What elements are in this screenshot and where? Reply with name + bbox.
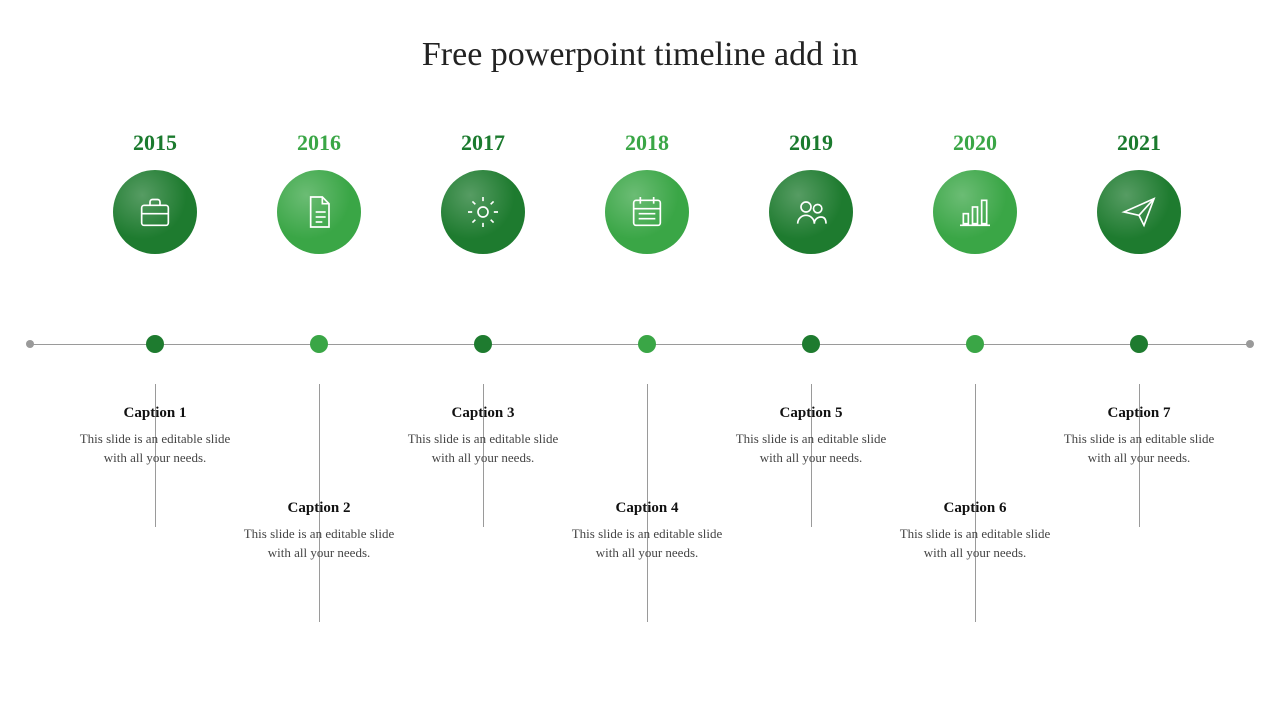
caption-title: Caption 6 — [895, 500, 1055, 517]
document-icon — [277, 170, 361, 254]
barchart-icon — [933, 170, 1017, 254]
axis-dot — [146, 335, 164, 353]
year-label: 2020 — [895, 130, 1055, 156]
timeline-node: 2021 — [1059, 130, 1219, 254]
calendar-icon — [605, 170, 689, 254]
year-label: 2021 — [1059, 130, 1219, 156]
caption-title: Caption 4 — [567, 500, 727, 517]
caption-block: Caption 6 This slide is an editable slide… — [895, 500, 1055, 563]
caption-desc: This slide is an editable slide with all… — [567, 525, 727, 563]
axis-dot — [966, 335, 984, 353]
axis-dot — [310, 335, 328, 353]
gear-icon — [441, 170, 525, 254]
year-label: 2017 — [403, 130, 563, 156]
axis-endpoint-right — [1246, 340, 1254, 348]
timeline-node: 2015 — [75, 130, 235, 254]
caption-desc: This slide is an editable slide with all… — [75, 430, 235, 468]
caption-desc: This slide is an editable slide with all… — [239, 525, 399, 563]
axis-dot — [1130, 335, 1148, 353]
timeline-node: 2020 — [895, 130, 1055, 254]
caption-block: Caption 5 This slide is an editable slide… — [731, 405, 891, 468]
year-label: 2015 — [75, 130, 235, 156]
caption-title: Caption 7 — [1059, 405, 1219, 422]
caption-desc: This slide is an editable slide with all… — [403, 430, 563, 468]
timeline-node: 2016 — [239, 130, 399, 254]
caption-title: Caption 1 — [75, 405, 235, 422]
timeline-node: 2018 — [567, 130, 727, 254]
people-icon — [769, 170, 853, 254]
caption-title: Caption 2 — [239, 500, 399, 517]
axis-endpoint-left — [26, 340, 34, 348]
briefcase-icon — [113, 170, 197, 254]
caption-block: Caption 3 This slide is an editable slide… — [403, 405, 563, 468]
timeline-node: 2017 — [403, 130, 563, 254]
year-label: 2018 — [567, 130, 727, 156]
axis-dot — [474, 335, 492, 353]
paperplane-icon — [1097, 170, 1181, 254]
caption-title: Caption 3 — [403, 405, 563, 422]
caption-desc: This slide is an editable slide with all… — [1059, 430, 1219, 468]
caption-desc: This slide is an editable slide with all… — [731, 430, 891, 468]
caption-desc: This slide is an editable slide with all… — [895, 525, 1055, 563]
caption-block: Caption 4 This slide is an editable slide… — [567, 500, 727, 563]
axis-dot — [802, 335, 820, 353]
caption-title: Caption 5 — [731, 405, 891, 422]
year-label: 2016 — [239, 130, 399, 156]
page-title: Free powerpoint timeline add in — [0, 36, 1280, 74]
caption-block: Caption 2 This slide is an editable slide… — [239, 500, 399, 563]
timeline-node: 2019 — [731, 130, 891, 254]
axis-dot — [638, 335, 656, 353]
year-label: 2019 — [731, 130, 891, 156]
caption-block: Caption 7 This slide is an editable slide… — [1059, 405, 1219, 468]
caption-block: Caption 1 This slide is an editable slide… — [75, 405, 235, 468]
